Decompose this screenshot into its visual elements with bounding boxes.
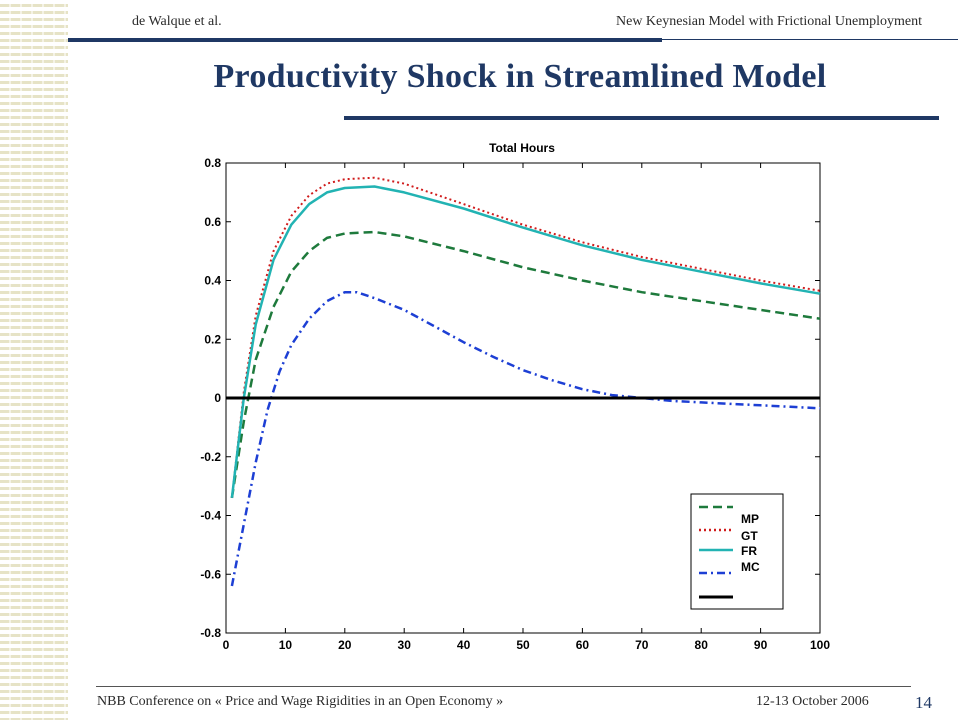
header-topic: New Keynesian Model with Frictional Unem… [616,14,922,29]
y-tick-label: 0.6 [204,215,221,229]
header-author: de Walque et al. [132,14,222,29]
legend-label-gt: GT [741,529,758,543]
legend-box [690,493,784,610]
series-line-fr [230,185,821,499]
x-tick-label: 100 [810,638,830,652]
x-tick-label: 20 [338,638,352,652]
x-tick-label: 70 [635,638,649,652]
y-tick-label: 0.8 [204,156,221,170]
y-tick-label: 0 [214,391,221,405]
x-tick-label: 10 [279,638,293,652]
legend-label-mc: MC [741,560,760,574]
y-tick-label: -0.6 [200,567,221,581]
series-line-mc [230,290,821,587]
x-tick-label: 0 [223,638,230,652]
x-tick-label: 90 [754,638,768,652]
footer-date: 12-13 October 2006 [756,694,869,709]
y-tick-label: -0.8 [200,626,221,640]
chart-title: Total Hours [489,141,555,155]
x-tick-label: 30 [398,638,412,652]
title-rule [344,116,939,120]
series-line-mp [230,230,821,499]
y-tick-label: 0.2 [204,332,221,346]
x-tick-label: 50 [516,638,530,652]
x-tick-label: 80 [695,638,709,652]
decorative-stripe-band [0,0,68,720]
header-rule [68,38,662,42]
x-tick-label: 60 [576,638,590,652]
footer-conference: NBB Conference on « Price and Wage Rigid… [97,694,504,709]
series-lines [226,176,821,587]
y-tick-label: -0.4 [200,509,221,523]
y-tick-label: 0.4 [204,274,221,288]
footer-rule [96,686,911,687]
slide-title: Productivity Shock in Streamlined Model [213,58,827,95]
y-tick-label: -0.2 [200,450,221,464]
legend-label-fr: FR [741,544,757,558]
axis-ticks: 0 10 20 30 40 50 60 70 80 90 100 -0.8 -0.6 -0.4 -0.2 0 0… [200,156,830,652]
header-rule-thin [662,39,958,40]
series-line-gt [230,176,821,499]
page-number: 14 [915,693,932,712]
x-tick-label: 40 [457,638,471,652]
legend-label-mp: MP [741,512,759,526]
